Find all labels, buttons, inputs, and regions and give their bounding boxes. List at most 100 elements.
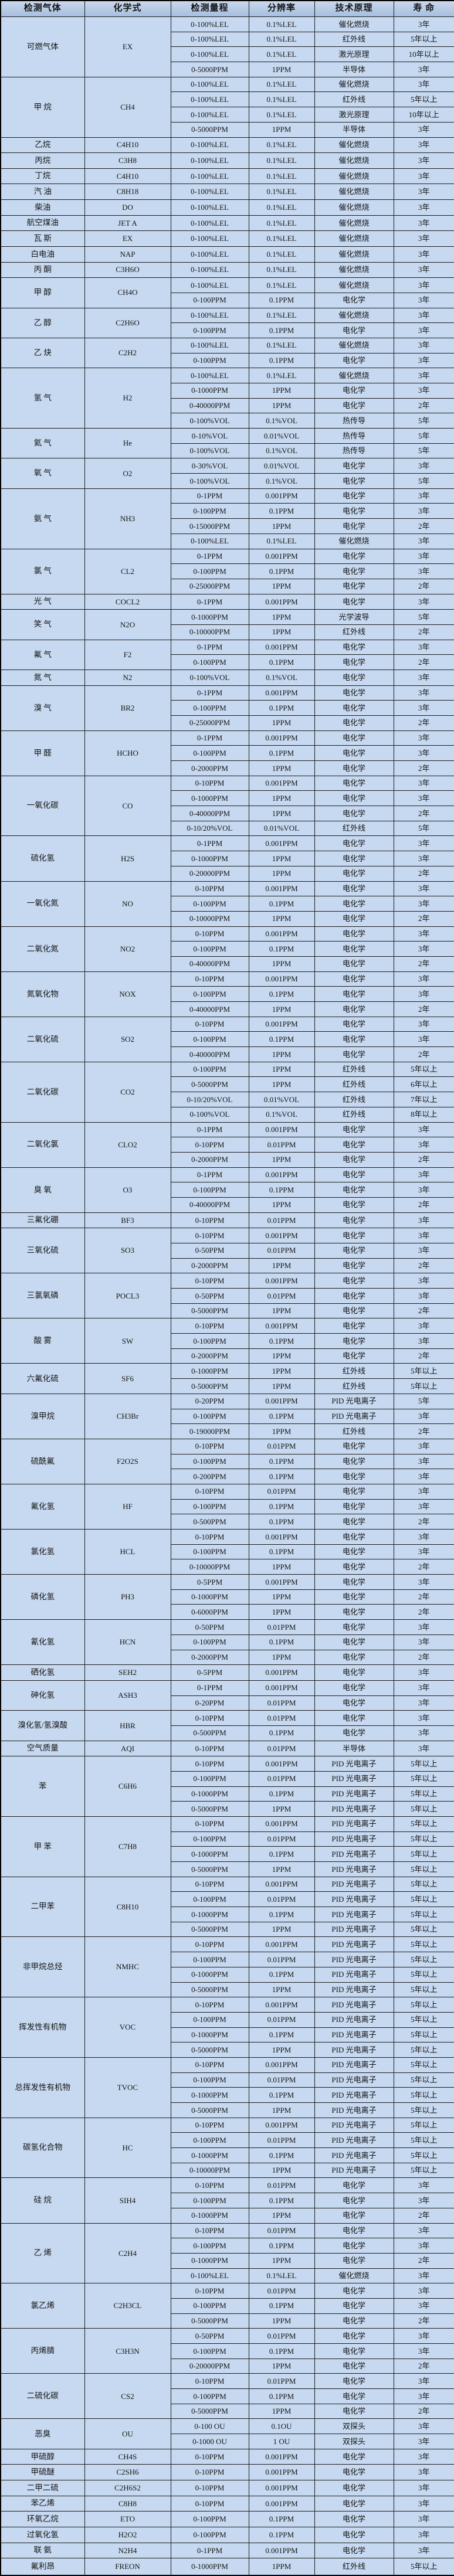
lifespan-cell: 3年 xyxy=(393,1469,454,1484)
range-cell: 0-25000PPM xyxy=(170,578,249,594)
lifespan-cell: 3年 xyxy=(393,183,454,200)
lifespan-cell: 2年 xyxy=(393,1151,454,1168)
principle-cell: 电化学 xyxy=(314,1031,394,1048)
range-cell: 0-100PPM xyxy=(170,1408,249,1425)
resolution-cell: 0.1PPM xyxy=(248,2238,315,2254)
table-row: 0-1000PPM 0.1PPM PID 光电离子 5年以上 xyxy=(1,2087,454,2103)
principle-cell: 电化学 xyxy=(314,458,394,474)
table-row: 0-19000PPM 1PPM 红外线 2年 xyxy=(1,1423,454,1439)
lifespan-cell: 2年 xyxy=(393,1046,454,1062)
gas-name-cell: 氟 气 xyxy=(0,639,85,670)
gas-name-cell: 丁烷 xyxy=(0,168,85,185)
lifespan-cell: 3年 xyxy=(393,1574,454,1590)
formula-cell: NMHC xyxy=(84,1936,171,1998)
table-row: 可燃气体 EX 0-100%LEL 0.1%LEL 催化燃烧 3年 xyxy=(0,16,454,77)
resolution-cell: 1PPM xyxy=(248,518,315,534)
gas-name-cell: 硫化氢 xyxy=(0,835,85,882)
range-cell: 0-100PPM xyxy=(170,2526,249,2543)
range-cell: 0-10PPM xyxy=(170,1936,249,1953)
table-row: 0-25000PPM 1PPM 电化学 2年 xyxy=(1,578,454,594)
formula-cell: C7H8 xyxy=(84,1816,171,1877)
resolution-cell: 1PPM xyxy=(248,2403,315,2419)
range-cell: 0-10PPM xyxy=(170,1318,249,1334)
principle-cell: PID 光电离子 xyxy=(314,1876,394,1892)
lifespan-cell: 3年 xyxy=(393,76,454,93)
lifespan-cell: 3年 xyxy=(393,1498,454,1515)
lifespan-cell: 3年 xyxy=(393,1619,454,1635)
range-cell: 0-1000PPM xyxy=(170,2027,249,2043)
principle-cell: PID 光电离子 xyxy=(314,2117,394,2133)
lifespan-cell: 3年 xyxy=(393,971,454,987)
lifespan-cell: 5年以上 xyxy=(393,1816,454,1832)
range-cell: 0-5000PPM xyxy=(170,1378,249,1394)
principle-cell: 电化学 xyxy=(314,2222,394,2239)
resolution-cell: 1PPM xyxy=(248,1076,315,1093)
table-row: 丁烷 C4H10 0-100%LEL 0.1%LEL 催化燃烧 3年 xyxy=(0,168,454,185)
resolution-cell: 0.1PPM xyxy=(248,292,315,308)
range-cell: 0-100%LEL xyxy=(170,2268,249,2284)
formula-cell: C3H3N xyxy=(84,2328,171,2374)
range-cell: 0-1000PPM xyxy=(170,2558,249,2576)
principle-cell: 电化学 xyxy=(314,1574,394,1590)
lifespan-cell: 2年 xyxy=(393,1649,454,1666)
resolution-cell: 0.1PPM xyxy=(248,2147,315,2163)
resolution-cell: 0.01%VOL xyxy=(248,1092,315,1107)
lifespan-cell: 3年 xyxy=(393,230,454,247)
lifespan-cell: 2年 xyxy=(393,1559,454,1575)
formula-cell: ETO xyxy=(84,2511,171,2527)
principle-cell: PID 光电离子 xyxy=(314,1891,394,1908)
table-row: 0-5000PPM 1PPM 电化学 2年 xyxy=(1,2403,454,2419)
table-row: 二甲二硫 C2H6S2 0-10PPM 0.001PPM 电化学 3年 xyxy=(0,2480,454,2496)
formula-cell: NO xyxy=(84,881,171,927)
lifespan-cell: 2年 xyxy=(393,1303,454,1319)
gas-name-cell: 环氧乙烷 xyxy=(0,2511,85,2527)
lifespan-cell: 2年 xyxy=(393,910,454,927)
principle-cell: 红外线 xyxy=(314,624,394,640)
resolution-cell: 0.001PPM xyxy=(248,2542,315,2559)
table-row: 碳氢化合物 HC 0-10PPM 0.001PPM PID 光电离子 5年以上 xyxy=(0,2117,454,2179)
principle-cell: 电化学 xyxy=(314,2403,394,2419)
lifespan-cell: 3年 xyxy=(393,548,454,565)
principle-cell: 电化学 xyxy=(314,593,394,610)
lifespan-cell: 5年 xyxy=(393,428,454,444)
resolution-cell: 0.1%LEL xyxy=(248,215,315,232)
formula-cell: VOC xyxy=(84,1997,171,2058)
principle-cell: 电化学 xyxy=(314,896,394,912)
table-row: 0-100PPM 0.1PPM 电化学 3年 xyxy=(1,700,454,716)
formula-cell: BF3 xyxy=(84,1212,171,1229)
range-cell: 0-100PPM xyxy=(170,2011,249,2028)
lifespan-cell: 5年以上 xyxy=(393,1876,454,1892)
lifespan-cell: 5年 xyxy=(393,1393,454,1409)
resolution-cell: 1PPM xyxy=(248,1151,315,1168)
table-row: 三氧化硫 SO3 0-10PPM 0.001PPM 电化学 3年 xyxy=(0,1228,454,1274)
lifespan-cell: 5年以上 xyxy=(393,2117,454,2133)
lifespan-cell: 2年 xyxy=(393,760,454,776)
range-cell: 0-100%LEL xyxy=(170,277,249,293)
range-cell: 0-10PPM xyxy=(170,2373,249,2390)
principle-cell: PID 光电离子 xyxy=(314,1861,394,1877)
formula-cell: He xyxy=(84,427,171,459)
principle-cell: 电化学 xyxy=(314,956,394,972)
resolution-cell: 0.1%LEL xyxy=(248,337,315,354)
principle-cell: PID 光电离子 xyxy=(314,2147,394,2163)
gas-name-cell: 氯化氢 xyxy=(0,1528,85,1575)
range-cell: 0-1PPM xyxy=(170,1122,249,1138)
lifespan-cell: 3年 xyxy=(393,2464,454,2481)
resolution-cell: 0.001PPM xyxy=(248,1574,315,1590)
range-cell: 0-20000PPM xyxy=(170,2358,249,2374)
table-row: 甲硫醇 CH4S 0-10PPM 0.001PPM 电化学 3年 xyxy=(0,2448,454,2465)
table-row: 恶臭 OU 0-100 OU 0.1OU 双探头 3年 xyxy=(0,2418,454,2449)
table-row: 甲 烷 CH4 0-100%LEL 0.1%LEL 催化燃烧 3年 xyxy=(0,76,454,138)
table-row: 氟 气 F2 0-1PPM 0.001PPM 电化学 3年 xyxy=(0,639,454,670)
formula-cell: NH3 xyxy=(84,488,171,549)
resolution-cell: 0.1%LEL xyxy=(248,368,315,383)
resolution-cell: 0.1PPM xyxy=(248,1634,315,1650)
resolution-cell: 0.001PPM xyxy=(248,2117,315,2133)
gas-name-cell: 丙烷 xyxy=(0,152,85,169)
principle-cell: 红外线 xyxy=(314,1076,394,1093)
principle-cell: 电化学 xyxy=(314,2373,394,2390)
range-cell: 0-1000PPM xyxy=(170,1363,249,1379)
principle-cell: 电化学 xyxy=(314,292,394,308)
lifespan-cell: 10年以上 xyxy=(393,46,454,63)
gas-name-cell: 苯 xyxy=(0,1756,85,1817)
